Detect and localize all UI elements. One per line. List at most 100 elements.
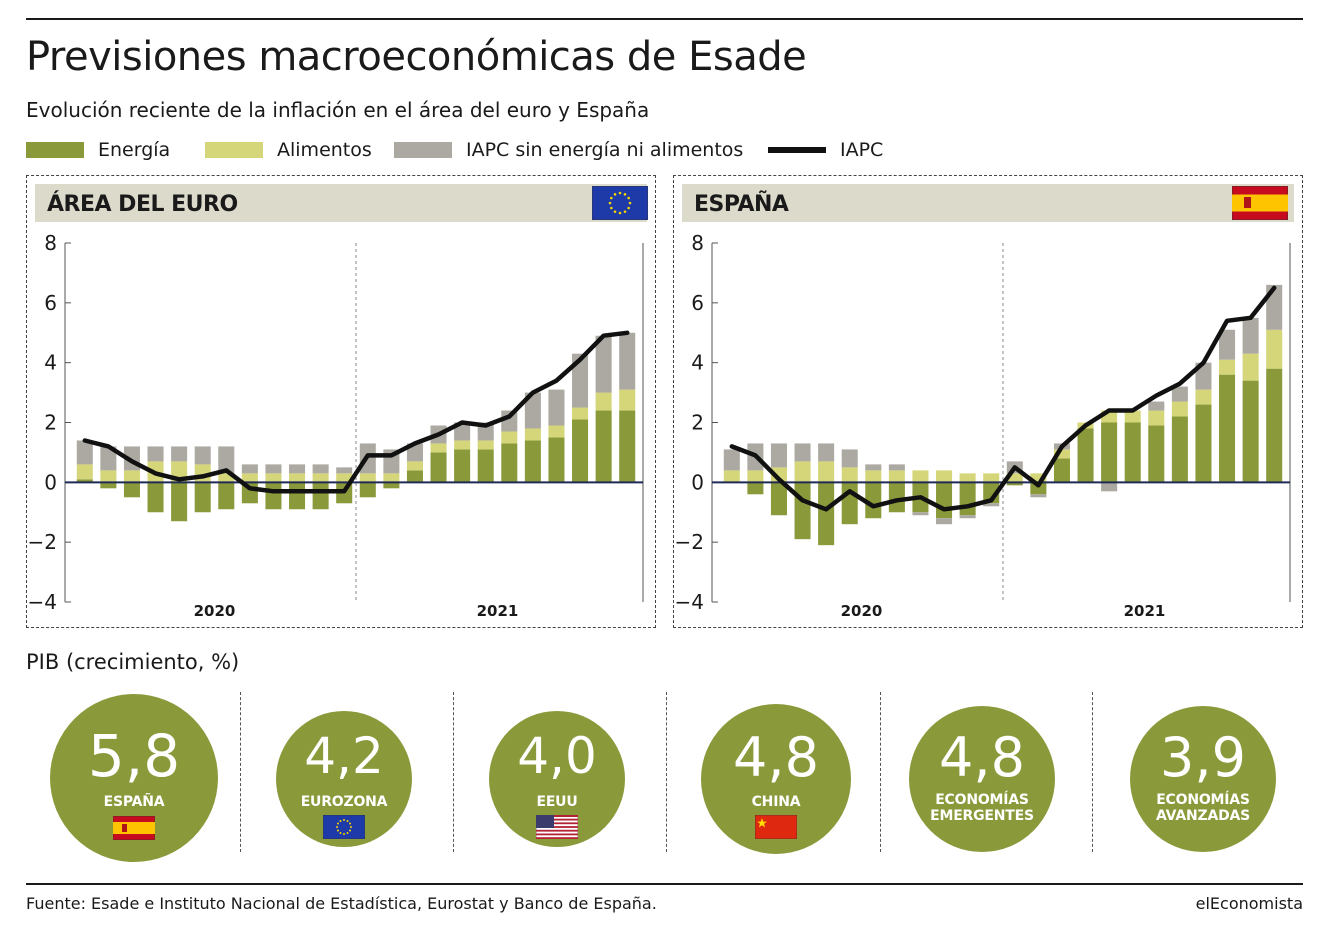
panel-header: ÁREA DEL EURO <box>35 184 648 222</box>
legend-label: IAPC sin energía ni alimentos <box>466 139 744 161</box>
food-bar <box>1124 410 1141 423</box>
energy-bar <box>595 410 612 483</box>
legend-label: IAPC <box>840 139 884 161</box>
core-bar <box>912 512 929 516</box>
gdp-value: 5,8 <box>87 722 181 790</box>
food-bar <box>1030 473 1047 483</box>
food-bar <box>865 470 882 483</box>
food-bar <box>770 467 787 483</box>
core-bar <box>1219 329 1236 360</box>
core-bar <box>1195 362 1212 390</box>
y-tick-label: 8 <box>44 231 57 255</box>
y-tick-label: 6 <box>691 291 704 315</box>
energy-bar <box>147 482 164 513</box>
energy-bar <box>1030 482 1047 495</box>
usa-flag-icon <box>536 815 578 839</box>
energy-bar <box>936 482 953 519</box>
divider <box>666 692 667 852</box>
energy-bar <box>406 470 423 483</box>
gdp-name: ECONOMÍAS AVANZADAS <box>1155 792 1251 824</box>
energy-bar <box>1266 368 1283 483</box>
energy-bar <box>1148 425 1165 483</box>
energy-bar <box>1077 428 1094 483</box>
core-bar <box>265 464 282 474</box>
core-bar <box>841 449 858 468</box>
y-tick-label: 4 <box>44 351 57 375</box>
y-tick-label: −4 <box>675 590 704 614</box>
panel-header: ESPAÑA <box>682 184 1294 222</box>
energy-bar <box>818 482 835 546</box>
core-bar <box>241 464 258 474</box>
energy-bar <box>430 452 447 483</box>
gdp-value: 3,9 <box>1160 726 1246 789</box>
gdp-name: ESPAÑA <box>103 794 165 810</box>
y-tick-label: 4 <box>691 351 704 375</box>
food-bar <box>595 392 612 411</box>
food-bar <box>454 440 471 450</box>
food-bar <box>241 473 258 483</box>
china-flag-icon <box>755 815 797 839</box>
y-tick-label: 0 <box>44 470 57 494</box>
food-bar <box>383 473 400 483</box>
energy-bar <box>123 482 140 498</box>
spain-flag-icon <box>1232 186 1288 220</box>
core-bar <box>794 443 811 462</box>
gdp-name: EUROZONA <box>300 794 388 810</box>
energy-bar <box>76 479 93 483</box>
food-bar <box>1006 473 1023 483</box>
gdp-value: 4,0 <box>517 727 597 785</box>
food-bar <box>747 470 764 483</box>
legend-food: Alimentos <box>205 139 372 161</box>
energy-bar <box>1242 380 1259 483</box>
core-bar <box>888 464 905 471</box>
food-bar <box>524 428 541 441</box>
legend-core: IAPC sin energía ni alimentos <box>394 139 743 161</box>
core-bar <box>1171 386 1188 402</box>
core-bar <box>865 464 882 471</box>
energy-bar <box>794 482 811 540</box>
core-bar <box>76 440 93 465</box>
food-bar <box>430 443 447 453</box>
divider <box>453 692 454 852</box>
legend-iapc: IAPC <box>768 139 883 161</box>
food-bar <box>818 461 835 483</box>
gdp-name: CHINA <box>751 794 801 810</box>
gdp-circle-emerging: 4,8 ECONOMÍAS EMERGENTES <box>909 706 1055 852</box>
core-bar <box>336 467 353 474</box>
core-bar <box>619 332 636 390</box>
core-bar <box>100 446 117 471</box>
energy-bar <box>1101 422 1118 483</box>
brand-name: elEconomista <box>1195 894 1303 913</box>
energy-bar <box>289 482 306 510</box>
energy-swatch <box>26 142 84 158</box>
eu-flag-icon <box>323 815 365 839</box>
core-bar <box>959 515 976 519</box>
energy-bar <box>619 410 636 483</box>
food-bar <box>936 470 953 483</box>
core-bar <box>147 446 164 462</box>
core-bar <box>289 464 306 474</box>
energy-bar <box>100 482 117 489</box>
energy-bar <box>383 482 400 489</box>
food-bar <box>572 407 589 420</box>
energy-bar <box>501 443 518 483</box>
food-bar <box>1195 389 1212 405</box>
food-bar <box>289 473 306 483</box>
iapc-line <box>729 285 1277 512</box>
energy-bar <box>194 482 211 513</box>
food-bar <box>983 473 1000 483</box>
food-bar <box>1053 449 1070 459</box>
food-bar <box>1101 410 1118 423</box>
energy-bar <box>548 437 565 483</box>
divider <box>1092 692 1093 852</box>
gdp-circle-spain: 5,8 ESPAÑA <box>50 694 218 862</box>
food-bar <box>1171 401 1188 417</box>
euro-area-panel: ÁREA DEL EURO 8 6 4 2 0 −2 −4 2020 2021 <box>26 175 656 628</box>
gdp-value: 4,2 <box>304 727 384 785</box>
y-tick-label: 0 <box>691 470 704 494</box>
page-title: Previsiones macroeconómicas de Esade <box>26 34 807 80</box>
food-bar <box>123 470 140 483</box>
core-bar <box>572 353 589 408</box>
food-bar <box>312 473 329 483</box>
core-bar <box>723 449 740 471</box>
